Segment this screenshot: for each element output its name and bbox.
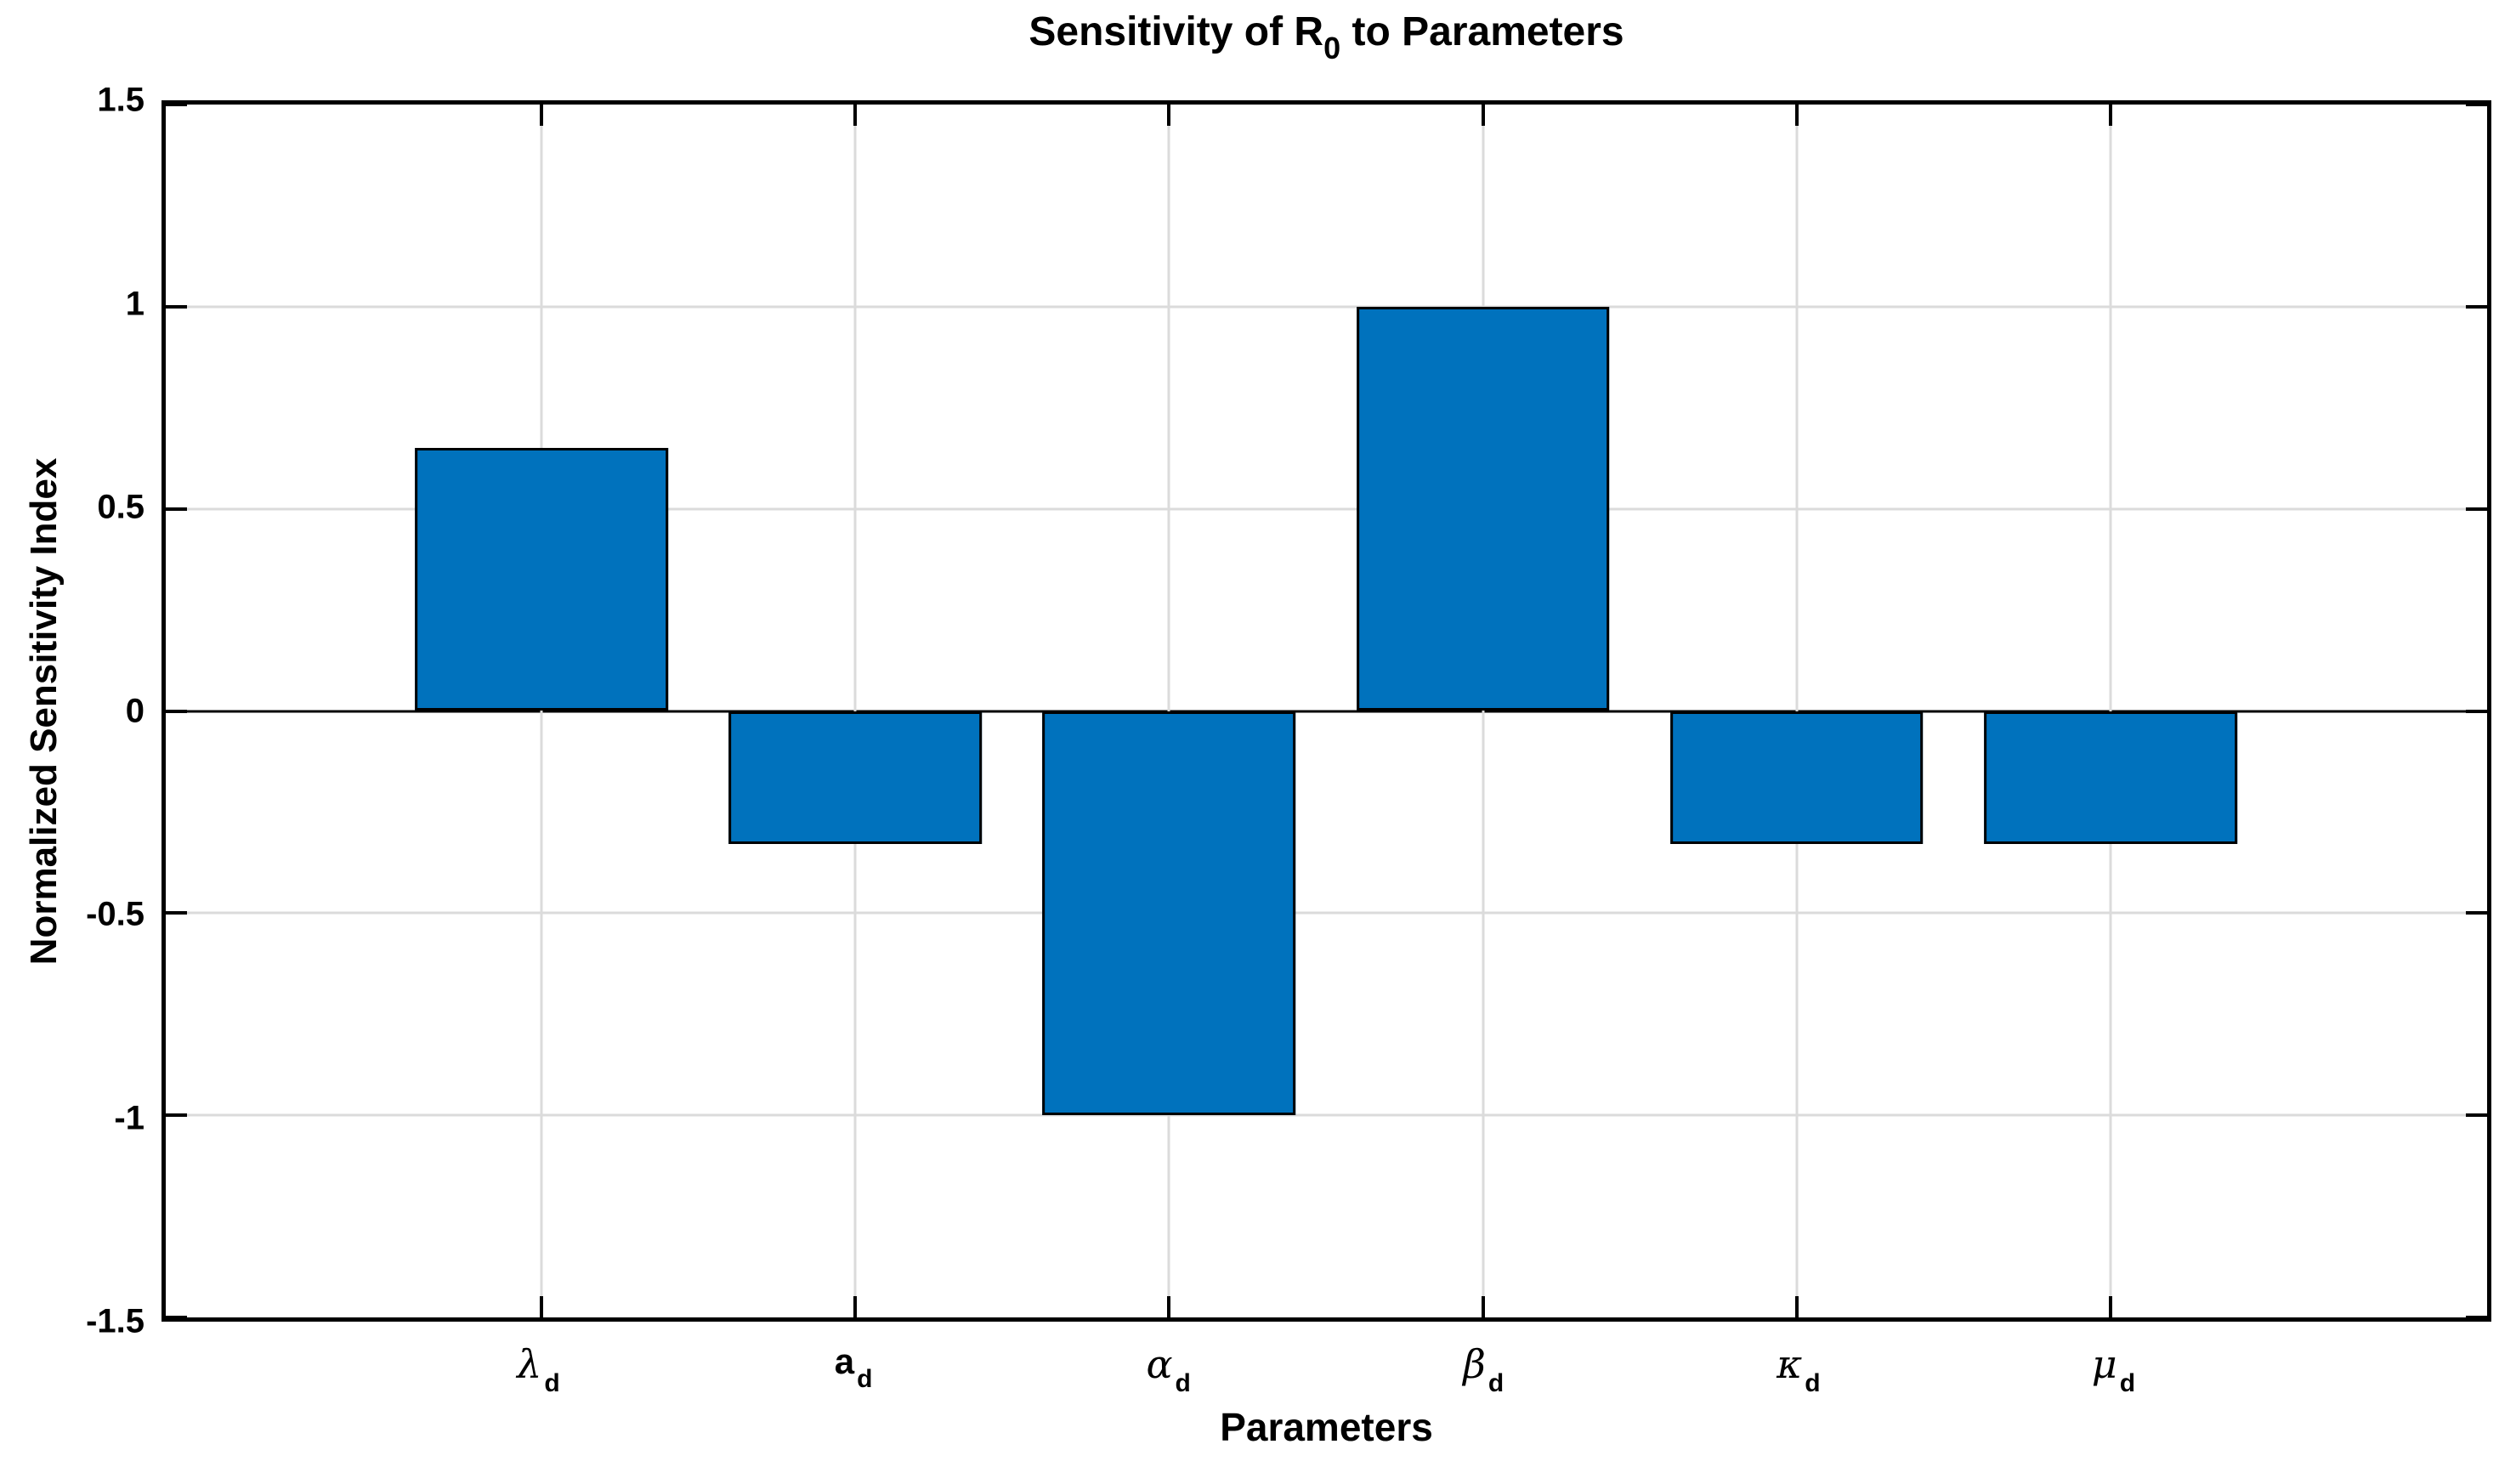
y-tick-label: 0 xyxy=(125,692,144,729)
y-tick-label: -1 xyxy=(114,1099,144,1136)
y-tick-mark-left xyxy=(166,304,187,309)
y-tick-label: 0.5 xyxy=(97,488,144,526)
x-category-symbol: κ xyxy=(1776,1341,1803,1387)
x-category-symbol: μ xyxy=(2091,1341,2117,1387)
x-tick-mark-top xyxy=(853,105,858,126)
x-category-subscript: d xyxy=(544,1369,560,1397)
h-gridline xyxy=(166,1113,2487,1117)
x-tick-mark-bottom xyxy=(539,1296,543,1317)
x-tick-mark-bottom xyxy=(1481,1296,1485,1317)
y-tick-mark-left xyxy=(166,1316,187,1319)
x-category-subscript: d xyxy=(1488,1369,1504,1397)
bar xyxy=(728,711,982,845)
x-tick-mark-top xyxy=(539,105,543,126)
y-tick-mark-right xyxy=(2466,1113,2487,1118)
bar xyxy=(1669,711,1924,845)
x-tick-mark-top xyxy=(2109,105,2113,126)
plot-area xyxy=(162,100,2491,1322)
x-tick-mark-bottom xyxy=(853,1296,858,1317)
x-axis-label: Parameters xyxy=(1220,1405,1433,1449)
y-tick-mark-left xyxy=(166,1113,187,1118)
y-tick-label: -1.5 xyxy=(86,1302,144,1340)
x-tick-mark-top xyxy=(1481,105,1485,126)
x-tick-mark-top xyxy=(1167,105,1171,126)
y-tick-mark-right xyxy=(2466,911,2487,915)
x-category-symbol: a xyxy=(834,1341,855,1381)
y-tick-label: 1 xyxy=(125,285,144,322)
x-tick-mark-bottom xyxy=(1794,1296,1799,1317)
chart-title-text: Sensitivity of R xyxy=(1028,9,1324,54)
chart-title: Sensitivity of R0 to Parameters xyxy=(162,8,2491,65)
x-category-subscript: d xyxy=(2119,1369,2136,1397)
y-tick-mark-right xyxy=(2466,304,2487,309)
y-tick-label: 1.5 xyxy=(97,81,144,119)
y-tick-mark-left xyxy=(166,103,187,106)
y-tick-mark-right xyxy=(2466,103,2487,106)
x-category-subscript: d xyxy=(857,1365,873,1393)
x-category-symbol: λ xyxy=(517,1341,542,1387)
x-category-symbol: β xyxy=(1463,1341,1486,1387)
bar xyxy=(415,448,668,711)
x-category-symbol: α xyxy=(1146,1341,1173,1387)
h-gridline xyxy=(166,507,2487,511)
x-tick-mark-bottom xyxy=(1167,1296,1171,1317)
zero-baseline xyxy=(166,710,2487,712)
bar xyxy=(1984,711,2237,845)
x-tick-mark-top xyxy=(1794,105,1799,126)
chart-title-subscript: 0 xyxy=(1323,31,1341,65)
v-gridline xyxy=(540,105,543,1317)
y-tick-mark-right xyxy=(2466,507,2487,511)
x-category-subscript: d xyxy=(1805,1369,1821,1397)
y-tick-mark-left xyxy=(166,911,187,915)
x-tick-mark-bottom xyxy=(2109,1296,2113,1317)
bar xyxy=(1356,306,1610,711)
h-gridline xyxy=(166,911,2487,915)
y-tick-mark-right xyxy=(2466,1316,2487,1319)
x-category-subscript: d xyxy=(1175,1369,1191,1397)
y-tick-label: -0.5 xyxy=(86,895,144,933)
y-tick-mark-left xyxy=(166,507,187,511)
bar xyxy=(1042,711,1296,1116)
chart-title-suffix: to Parameters xyxy=(1340,9,1624,54)
v-gridline xyxy=(1482,105,1485,1317)
h-gridline xyxy=(166,305,2487,309)
y-tick-labels: 1.5 1 0.5 0 -0.5 -1 -1.5 xyxy=(0,82,144,1340)
